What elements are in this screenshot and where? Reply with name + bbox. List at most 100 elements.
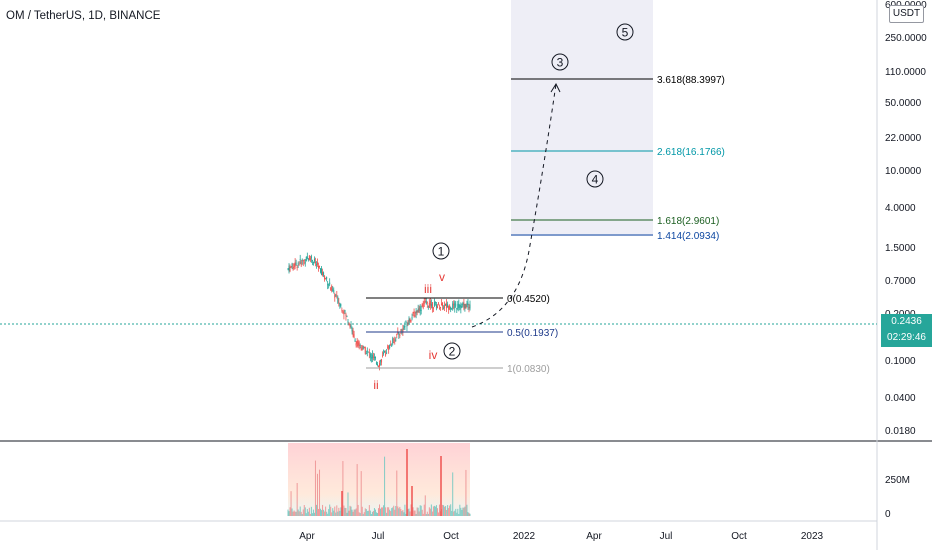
volume-bar [296, 483, 298, 516]
volume-bar [297, 509, 299, 516]
candle-body [420, 309, 422, 311]
candle-body [405, 321, 407, 323]
time-axis-labels: Apr Jul Oct 2022 Apr Jul Oct 2023 [299, 531, 823, 542]
candle-body [298, 264, 300, 266]
volume-bar [421, 509, 423, 516]
candle-body [353, 334, 355, 338]
candle-body [443, 307, 445, 309]
svg-text:5: 5 [622, 26, 629, 40]
fib-label: 2.618(16.1766) [657, 147, 725, 158]
volume-bar [424, 495, 426, 516]
candle-body [444, 305, 446, 308]
candle-body [408, 318, 410, 324]
volume-bar [451, 510, 453, 516]
volume-bar [335, 512, 337, 516]
candle-body [313, 258, 315, 262]
volume-bars [287, 449, 471, 516]
volume-bar [436, 508, 438, 516]
wave-ii-label: ii [373, 378, 378, 392]
candle-body [338, 302, 340, 304]
volume-bar [375, 512, 377, 516]
candle-body [460, 305, 462, 309]
candle-body [360, 347, 362, 350]
candle-body [361, 349, 363, 351]
wave-3-label: 3 [551, 53, 569, 71]
volume-bar [319, 469, 321, 516]
candle-body [456, 308, 458, 310]
wave-v-label: v [439, 270, 445, 284]
volume-bar [459, 504, 461, 516]
volume-bar [392, 507, 394, 516]
volume-bar [339, 510, 341, 516]
candle-body [323, 272, 325, 276]
candle-body [468, 307, 470, 309]
candle-body [396, 334, 398, 336]
candle-body [373, 356, 375, 358]
candle-body [409, 318, 411, 322]
candle-body [354, 339, 356, 342]
candle-body [410, 320, 412, 322]
volume-bar [381, 507, 383, 516]
candle-body [324, 275, 326, 280]
candle-body [359, 345, 361, 347]
volume-bar [307, 511, 309, 516]
candle-body [440, 306, 442, 308]
candle-body [304, 262, 306, 264]
volume-bar [458, 513, 460, 516]
volume-bar [315, 504, 317, 516]
volume-bar [324, 511, 326, 516]
volume-bar [449, 505, 451, 516]
candle-body [332, 289, 334, 291]
volume-bar [292, 511, 294, 516]
candle-body [417, 309, 419, 313]
candle-body [328, 284, 330, 286]
candle-body [321, 268, 323, 276]
volume-bar [374, 509, 376, 516]
candle-body [357, 341, 359, 346]
volume-bar [325, 506, 327, 516]
candle-body [451, 308, 453, 310]
candle-body [447, 303, 449, 308]
candle-body [372, 356, 374, 358]
volume-bar [429, 508, 431, 516]
candle-body [336, 295, 338, 297]
candle-body [437, 302, 439, 304]
candle-body [431, 302, 433, 309]
volume-bar [384, 456, 386, 516]
symbol-title[interactable]: OM / TetherUS, 1D, BINANCE [6, 10, 161, 22]
candle-body [438, 308, 440, 310]
volume-bar [466, 504, 468, 516]
candle-body [413, 311, 415, 314]
volume-bar [426, 511, 428, 516]
candle-body [330, 287, 332, 291]
volume-bar [442, 504, 444, 516]
volume-bar [390, 511, 392, 516]
candle-body [448, 306, 450, 310]
candle-body [383, 352, 385, 354]
time-tick: Jul [660, 531, 673, 542]
volume-bar [468, 512, 470, 516]
price-unit-badge[interactable]: USDT [889, 5, 924, 23]
candle-body [340, 304, 342, 306]
volume-bar [469, 513, 471, 516]
candle-body [362, 345, 364, 350]
volume-bar [334, 506, 336, 516]
volume-bar [463, 507, 465, 516]
volume-spike [411, 486, 413, 516]
fib-label: 1.618(2.9601) [657, 216, 719, 227]
volume-bar [369, 510, 371, 516]
volume-bar [461, 509, 463, 516]
volume-bar [321, 510, 323, 516]
volume-bar [343, 505, 345, 516]
volume-bar [385, 507, 387, 516]
volume-bar [318, 508, 320, 516]
volume-bar [370, 513, 372, 516]
volume-bar [299, 506, 301, 516]
volume-bar [413, 510, 415, 516]
volume-bar [340, 507, 342, 516]
volume-bar [359, 513, 361, 516]
candle-body [421, 303, 423, 307]
wave3-projection-path [471, 83, 557, 328]
candle-body [297, 263, 299, 265]
